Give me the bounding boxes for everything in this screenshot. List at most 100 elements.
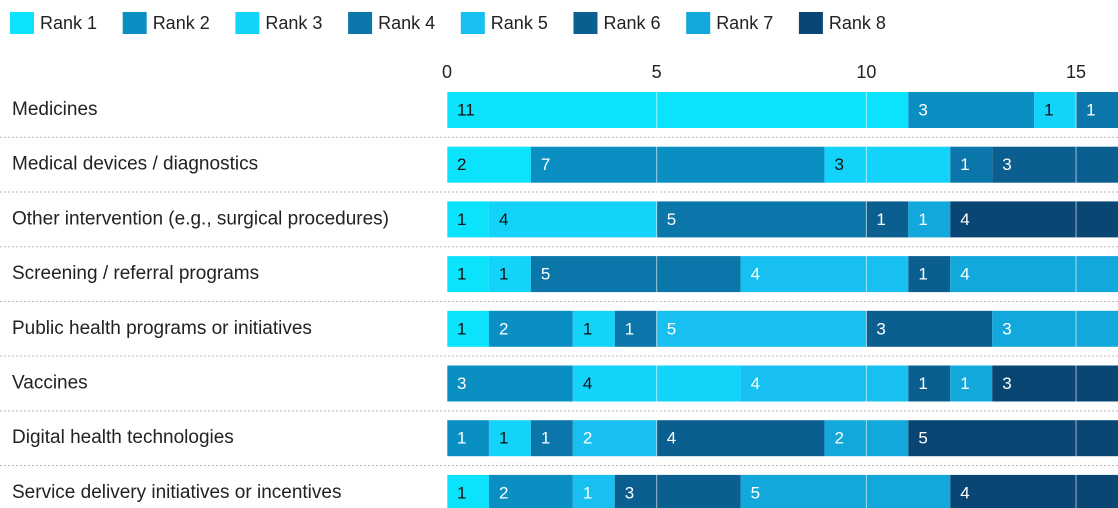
bar-segment: [530, 146, 825, 183]
bar-segment: [740, 474, 951, 508]
data-label: 1: [457, 429, 466, 448]
legend-label: Rank 4: [378, 13, 435, 33]
data-label: 1: [960, 155, 969, 174]
category-label: Medicines: [12, 99, 98, 120]
legend-swatch: [460, 12, 485, 34]
data-label: 2: [834, 429, 843, 448]
bar-segment: [992, 310, 1118, 347]
legend-swatch: [798, 12, 823, 34]
category-label: Vaccines: [12, 373, 88, 394]
bar-segment: [488, 201, 657, 238]
data-label: 1: [457, 265, 466, 284]
x-tick-label: 15: [1066, 62, 1086, 82]
bar-segment: [1034, 92, 1077, 128]
bar-segment: [530, 256, 741, 293]
bar-segment: [740, 256, 909, 293]
bar-segment: [908, 365, 951, 402]
data-label: 1: [1044, 100, 1053, 119]
data-label: 2: [499, 319, 508, 338]
data-label: 7: [541, 155, 550, 174]
data-label: 2: [499, 483, 508, 502]
bar-segment: [447, 474, 489, 508]
bar-segment: [656, 420, 825, 457]
data-label: 3: [1002, 155, 1011, 174]
legend-swatch: [235, 12, 260, 34]
bar-segment: [992, 365, 1118, 402]
bar-segment: [866, 201, 909, 238]
data-label: 3: [876, 319, 885, 338]
data-label: 5: [541, 265, 550, 284]
bar-segment: [447, 420, 489, 457]
legend-swatch: [348, 12, 373, 34]
bar-segment: [866, 310, 993, 347]
x-tick-label: 10: [856, 62, 876, 82]
bar-segment: [447, 201, 489, 238]
x-tick-label: 5: [652, 62, 662, 82]
bar-segment: [824, 146, 951, 183]
bar-segment: [950, 146, 993, 183]
data-label: 4: [960, 483, 969, 502]
bar-segment: [572, 310, 615, 347]
data-label: 3: [625, 483, 634, 502]
data-label: 1: [625, 319, 634, 338]
bar-segment: [992, 146, 1118, 183]
bar-segment: [488, 474, 573, 508]
data-label: 1: [876, 210, 885, 229]
legend-label: Rank 5: [491, 13, 548, 33]
data-label: 4: [667, 429, 676, 448]
data-label: 1: [918, 265, 927, 284]
data-label: 4: [583, 374, 592, 393]
bar-segment: [447, 365, 573, 402]
data-label: 1: [918, 374, 927, 393]
data-label: 5: [751, 483, 760, 502]
bar-segment: [447, 92, 909, 128]
legend-swatch: [686, 12, 711, 34]
data-label: 1: [541, 429, 550, 448]
category-label: Screening / referral programs: [12, 263, 259, 284]
legend-label: Rank 3: [265, 13, 322, 33]
bar-segment: [908, 201, 951, 238]
data-label: 1: [960, 374, 969, 393]
data-label: 4: [751, 265, 760, 284]
data-label: 1: [457, 210, 466, 229]
data-label: 5: [667, 319, 676, 338]
data-label: 4: [751, 374, 760, 393]
legend-swatch: [122, 12, 147, 34]
category-label: Other intervention (e.g., surgical proce…: [12, 208, 389, 229]
data-label: 4: [960, 265, 969, 284]
data-label: 3: [834, 155, 843, 174]
bar-segment: [908, 420, 1118, 457]
bar-segment: [1076, 92, 1118, 128]
data-label: 1: [457, 483, 466, 502]
data-label: 5: [667, 210, 676, 229]
bar-segment: [488, 310, 573, 347]
bar-segment: [614, 474, 741, 508]
data-label: 3: [1002, 319, 1011, 338]
data-label: 3: [1002, 374, 1011, 393]
bar-segment: [530, 420, 573, 457]
bar-segment: [572, 474, 615, 508]
bar-segment: [488, 420, 531, 457]
legend-label: Rank 2: [153, 13, 210, 33]
data-label: 4: [499, 210, 508, 229]
data-label: 2: [583, 429, 592, 448]
bar-segment: [447, 310, 489, 347]
data-label: 1: [457, 319, 466, 338]
bar-segment: [572, 420, 657, 457]
legend-label: Rank 1: [40, 13, 97, 33]
bar-segment: [740, 365, 909, 402]
data-label: 11: [457, 100, 475, 119]
legend-swatch: [573, 12, 598, 34]
category-label: Service delivery initiatives or incentiv…: [12, 482, 341, 503]
data-label: 1: [499, 429, 508, 448]
bar-segment: [447, 146, 531, 183]
data-label: 1: [583, 483, 592, 502]
bar-segment: [908, 92, 1035, 128]
data-label: 1: [583, 319, 592, 338]
data-label: 1: [499, 265, 508, 284]
data-label: 2: [457, 155, 466, 174]
data-label: 1: [918, 210, 927, 229]
legend-label: Rank 6: [604, 13, 661, 33]
data-label: 1: [1086, 100, 1095, 119]
